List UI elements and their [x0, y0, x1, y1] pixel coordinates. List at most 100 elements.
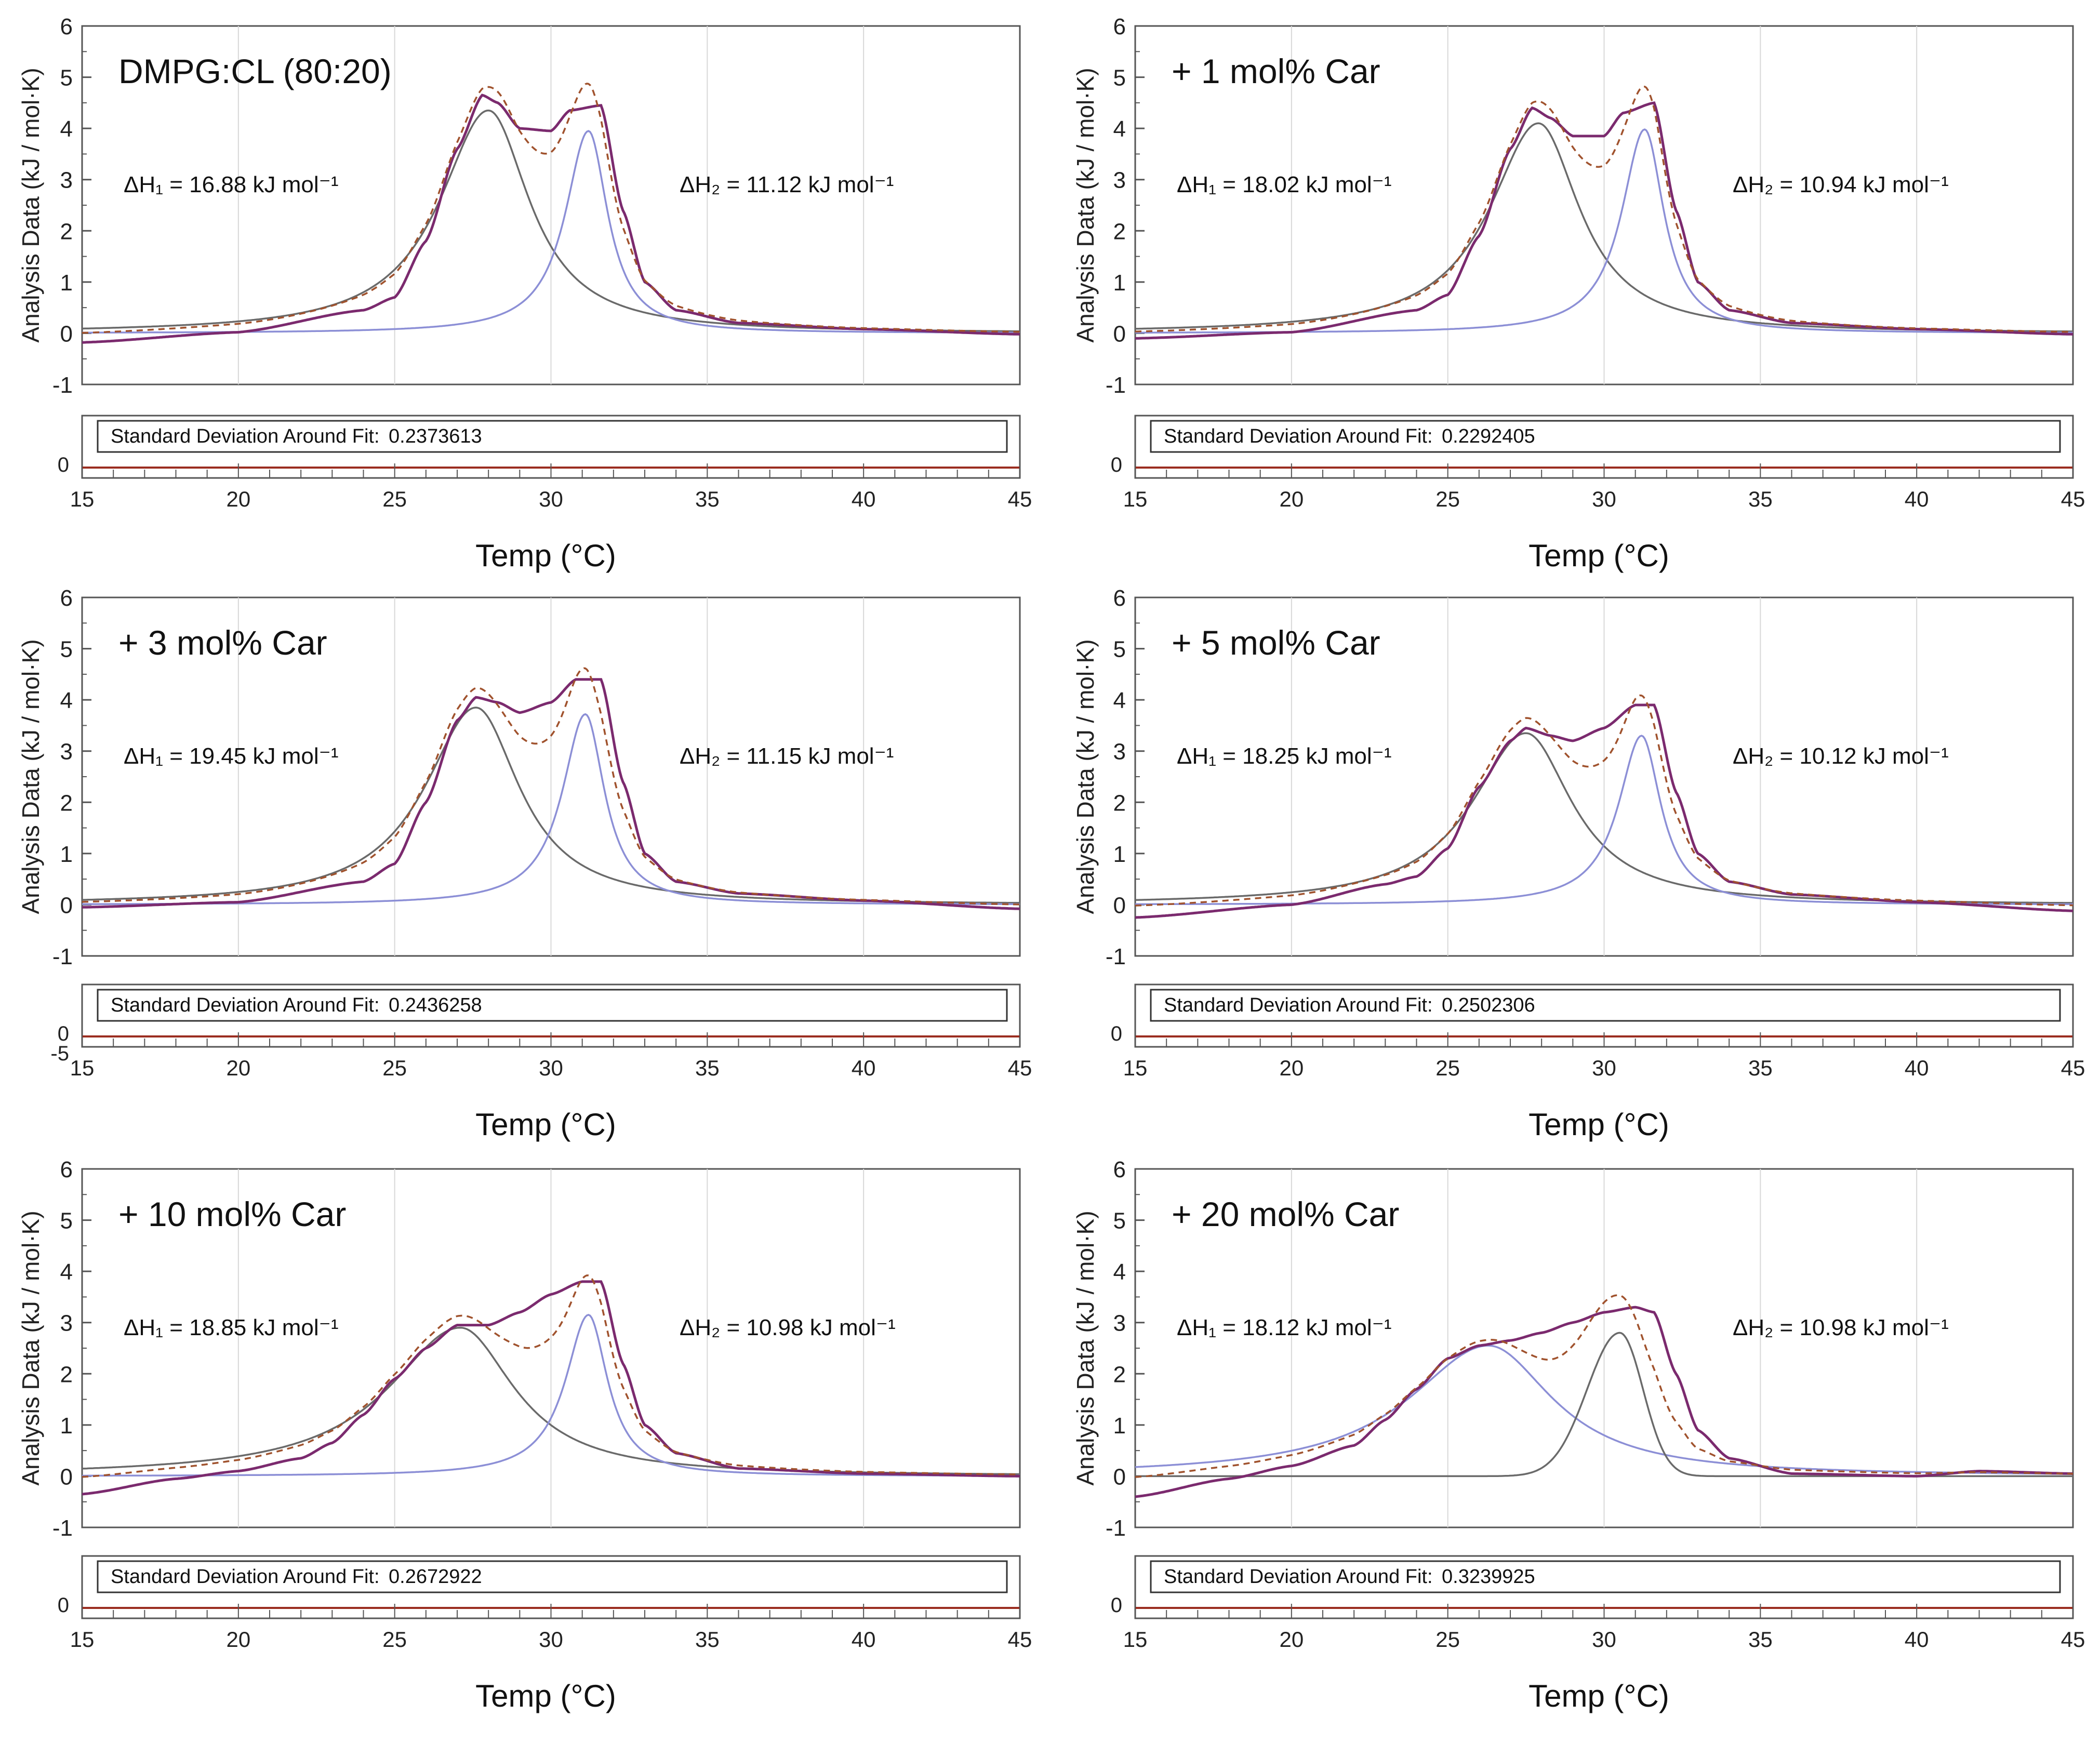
enthalpy-2-label: ΔH₂ = 10.12 kJ mol⁻¹	[1733, 743, 1949, 769]
y-tick-label: 4	[1113, 116, 1126, 142]
std-dev-box	[1150, 989, 2061, 1022]
std-dev-box	[1150, 1560, 2061, 1593]
y-tick-label: 5	[1113, 65, 1126, 91]
y-tick-label: 3	[60, 739, 73, 765]
y-tick-label: 1	[1113, 1413, 1126, 1439]
x-tick-label: 40	[852, 1056, 876, 1080]
panel-title: + 10 mol% Car	[118, 1195, 346, 1233]
cumulative-fit-line	[1135, 1294, 2074, 1478]
measured-curve-line	[82, 94, 1020, 344]
x-tick-label: 25	[1436, 1627, 1460, 1652]
y-tick-label: 0	[1113, 1464, 1126, 1489]
y-tick-label: 0	[60, 1464, 73, 1489]
panel-title: + 1 mol% Car	[1172, 52, 1380, 90]
x-tick-label: 35	[1748, 1627, 1773, 1652]
y-tick-label: 6	[60, 14, 73, 39]
std-dev-value: 0.2672922	[389, 1566, 482, 1588]
x-tick-label: 15	[1123, 1627, 1148, 1652]
x-tick-label: 35	[695, 487, 720, 511]
x-tick-label: 20	[1279, 1056, 1304, 1080]
x-tick-label: 30	[539, 487, 563, 511]
y-tick-label: 4	[60, 1259, 73, 1285]
y-axis-label: Analysis Data (kJ / mol·K)	[1072, 68, 1099, 342]
x-tick-label: 35	[1748, 487, 1773, 511]
cumulative-fit-line	[1135, 85, 2073, 333]
std-dev-value: 0.3239925	[1442, 1566, 1535, 1588]
y-tick-label: 6	[1113, 1157, 1126, 1182]
x-tick-label: 25	[1436, 487, 1460, 511]
x-axis-label: Temp (°C)	[1529, 538, 1669, 573]
x-tick-label: 45	[1008, 487, 1032, 511]
y-tick-label: 3	[1113, 168, 1126, 193]
x-axis-label: Temp (°C)	[475, 538, 616, 573]
y-tick-label: 1	[1113, 842, 1126, 867]
enthalpy-2-label: ΔH₂ = 10.98 kJ mol⁻¹	[680, 1315, 896, 1340]
x-tick-label: 35	[695, 1056, 720, 1080]
residual-tick-label: -5	[50, 1042, 69, 1065]
x-tick-label: 40	[1905, 1627, 1929, 1652]
y-tick-label: 1	[1113, 270, 1126, 296]
y-tick-label: 4	[1113, 1259, 1126, 1285]
x-tick-label: 15	[70, 1056, 95, 1080]
y-tick-label: 2	[60, 219, 73, 244]
x-tick-label: 45	[2061, 1056, 2085, 1080]
cumulative-fit-line	[82, 83, 1020, 334]
x-tick-label: 35	[1748, 1056, 1773, 1080]
x-tick-label: 30	[1592, 1056, 1616, 1080]
y-tick-label: 1	[60, 1413, 73, 1439]
x-tick-label: 15	[70, 487, 95, 511]
x-tick-label: 15	[70, 1627, 95, 1652]
x-tick-label: 20	[226, 1627, 250, 1652]
x-tick-label: 20	[226, 1056, 250, 1080]
x-tick-label: 25	[1436, 1056, 1460, 1080]
measured-curve-line	[82, 1280, 1020, 1496]
y-tick-label: 3	[60, 168, 73, 193]
y-tick-label: 2	[1113, 219, 1126, 244]
residual-tick-label: 0	[1111, 454, 1122, 476]
x-axis-label: Temp (°C)	[1529, 1679, 1669, 1713]
y-tick-label: 3	[1113, 739, 1126, 765]
x-tick-label: 20	[226, 487, 250, 511]
x-tick-label: 45	[1008, 1627, 1032, 1652]
std-dev-box	[1150, 420, 2061, 453]
fit-peak-1-line	[1135, 1345, 2073, 1475]
enthalpy-2-label: ΔH₂ = 10.98 kJ mol⁻¹	[1733, 1315, 1949, 1340]
x-tick-label: 45	[1008, 1056, 1032, 1080]
measured-curve-line	[1135, 703, 2074, 919]
y-tick-label: 2	[1113, 1362, 1126, 1387]
enthalpy-1-label: ΔH₁ = 18.12 kJ mol⁻¹	[1177, 1315, 1392, 1340]
y-tick-label: 6	[60, 1157, 73, 1182]
enthalpy-1-label: ΔH₁ = 18.02 kJ mol⁻¹	[1177, 172, 1392, 197]
y-tick-label: 2	[60, 1362, 73, 1387]
x-tick-label: 35	[695, 1627, 720, 1652]
residual-tick-label: 0	[58, 454, 69, 476]
std-dev-label: Standard Deviation Around Fit:	[111, 994, 380, 1016]
std-dev-value: 0.2292405	[1442, 425, 1535, 447]
x-tick-label: 30	[539, 1056, 563, 1080]
x-tick-label: 25	[382, 1056, 407, 1080]
std-dev-label: Standard Deviation Around Fit:	[1164, 1566, 1433, 1588]
y-axis-label: Analysis Data (kJ / mol·K)	[1072, 1210, 1099, 1485]
x-tick-label: 30	[1592, 487, 1616, 511]
y-axis-label: Analysis Data (kJ / mol·K)	[17, 68, 44, 342]
std-dev-value: 0.2373613	[389, 425, 482, 447]
y-tick-label: 1	[60, 842, 73, 867]
y-tick-label: 0	[60, 321, 73, 347]
std-dev-value: 0.2502306	[1442, 994, 1535, 1016]
x-axis-label: Temp (°C)	[1529, 1107, 1669, 1142]
enthalpy-1-label: ΔH₁ = 18.25 kJ mol⁻¹	[1177, 743, 1392, 769]
x-tick-label: 45	[2061, 1627, 2085, 1652]
y-tick-label: 2	[1113, 790, 1126, 816]
y-tick-label: 5	[60, 637, 73, 662]
enthalpy-2-label: ΔH₂ = 11.15 kJ mol⁻¹	[680, 743, 894, 769]
cumulative-fit-line	[1135, 694, 2073, 907]
measured-curve-line	[1135, 1306, 2073, 1498]
x-tick-label: 30	[1592, 1627, 1616, 1652]
y-axis-label: Analysis Data (kJ / mol·K)	[17, 1210, 44, 1485]
y-tick-label: 1	[60, 270, 73, 296]
